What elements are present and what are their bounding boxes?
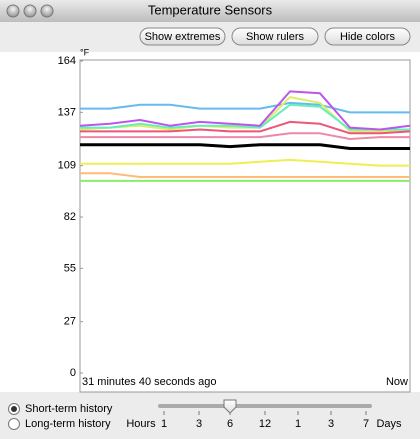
series-line [80,143,410,150]
slider-end-label: Days [376,418,402,430]
slider-knob[interactable] [223,399,237,414]
button-label[interactable]: Show rulers [246,31,305,43]
button[interactable] [231,27,319,46]
minimize-button[interactable] [23,4,37,18]
slider-tick-label: 7 [363,418,369,430]
plot-frame [79,59,411,393]
series-line [80,132,410,140]
y-tick-label: 55 [64,262,76,274]
slider-tick-label: 3 [328,418,334,430]
slider-tick-label: 6 [227,418,233,430]
y-unit: °F [80,47,90,57]
close-button[interactable] [6,4,20,18]
radio-button[interactable] [8,418,20,430]
window-title: Temperature Sensors [148,2,273,17]
y-tick-label: 109 [58,160,76,172]
radio-label[interactable]: Short-term history [25,403,113,415]
title-bar [0,0,420,22]
zoom-button[interactable] [40,4,54,18]
slider-tick-label: 3 [196,418,202,430]
x-tick-label: Now [386,376,408,388]
y-tick-label: 137 [58,106,76,118]
slider-tick-label: 1 [295,418,301,430]
radio-dot [11,406,17,412]
series-line [80,101,410,114]
y-tick-label: 27 [64,316,76,328]
slider-start-label: Hours [126,418,156,430]
series-line [79,90,411,131]
radio-label[interactable]: Long-term history [25,418,111,430]
button[interactable] [324,27,411,46]
slider-tick-label: 1 [161,418,167,430]
series-line [80,120,411,135]
y-tick-label: 0 [70,367,76,379]
button-label[interactable]: Show extremes [145,31,221,43]
x-tick-label: 31 minutes 40 seconds ago [82,376,217,388]
button-label[interactable]: Hide colors [340,31,396,43]
series-line [80,103,410,131]
y-tick-label: 82 [64,211,76,223]
button[interactable] [139,27,226,46]
series-line [80,158,410,167]
series-line [80,172,410,178]
y-tick-label: 164 [58,55,76,67]
slider-tick-label: 12 [259,418,271,430]
